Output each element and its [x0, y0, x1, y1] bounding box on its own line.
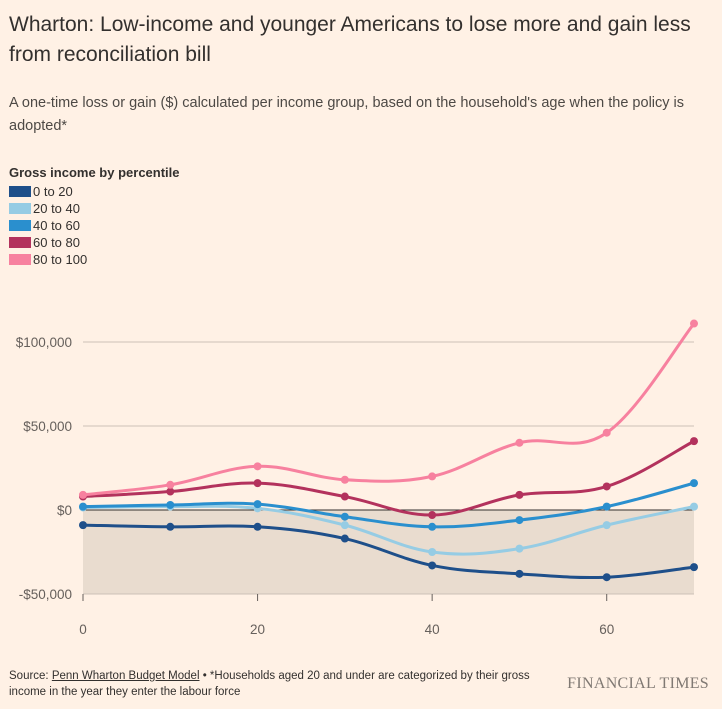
data-point [515, 544, 524, 553]
data-point [515, 438, 524, 447]
data-point [428, 511, 437, 520]
chart-title: Wharton: Low-income and younger American… [9, 13, 691, 66]
series-line [81, 481, 696, 529]
footer: Source: Penn Wharton Budget Model • *Hou… [9, 668, 549, 700]
x-tick-label: 0 [79, 622, 87, 637]
data-point [79, 490, 87, 499]
series-line [81, 504, 696, 556]
data-point [340, 475, 349, 484]
legend-swatch [9, 220, 31, 231]
legend-item: 60 to 80 [9, 234, 180, 251]
x-tick-label: 20 [250, 622, 265, 637]
x-tick-label: 40 [425, 622, 440, 637]
data-point [340, 521, 349, 530]
ft-logo: FINANCIAL TIMES [567, 675, 709, 692]
series-line [81, 523, 696, 580]
data-point [340, 534, 349, 543]
data-point [79, 521, 87, 530]
data-point [690, 563, 698, 572]
footnote: • *Households aged 20 and under are cate… [9, 670, 530, 698]
data-point [166, 480, 175, 489]
series-line [81, 322, 696, 497]
data-point [515, 569, 524, 578]
data-point [166, 487, 175, 496]
legend-label: 20 to 40 [33, 201, 80, 216]
data-point [690, 437, 698, 446]
legend-label: 40 to 60 [33, 218, 80, 233]
data-point [428, 472, 437, 481]
chart-subtitle: A one-time loss or gain ($) calculated p… [9, 95, 685, 134]
data-point [428, 522, 437, 531]
data-point [602, 521, 611, 530]
data-point [253, 479, 262, 488]
data-point [166, 500, 175, 509]
legend-items: 0 to 20 20 to 40 40 to 60 60 to 80 80 to 100 [9, 183, 180, 268]
data-point [602, 482, 611, 491]
legend-label: 0 to 20 [33, 184, 73, 199]
legend-label: 80 to 100 [33, 252, 88, 267]
legend-swatch [9, 186, 31, 197]
legend-title: Gross income by percentile [9, 165, 180, 180]
data-point [515, 490, 524, 499]
series-line [81, 439, 696, 517]
legend-swatch [9, 237, 31, 248]
data-point [602, 502, 611, 511]
legend-item: 0 to 20 [9, 183, 180, 200]
y-tick-label: -$50,000 [19, 587, 72, 602]
legend-swatch [9, 254, 31, 265]
y-tick-label: $100,000 [16, 335, 72, 350]
data-point [253, 522, 262, 531]
y-tick-label: $0 [57, 503, 72, 518]
data-point [253, 500, 262, 509]
data-point [515, 516, 524, 525]
y-tick-label: $50,000 [23, 419, 72, 434]
data-point [340, 512, 349, 521]
data-point [602, 428, 611, 437]
x-tick-label: 60 [599, 622, 614, 637]
data-point [690, 479, 698, 488]
source-prefix: Source: [9, 670, 52, 682]
legend: Gross income by percentile 0 to 20 20 to … [9, 165, 180, 268]
data-point [602, 573, 611, 582]
data-point [340, 492, 349, 501]
legend-label: 60 to 80 [33, 235, 80, 250]
data-point [428, 548, 437, 556]
data-point [253, 462, 262, 471]
legend-item: 20 to 40 [9, 200, 180, 217]
data-point [79, 502, 87, 511]
source-link[interactable]: Penn Wharton Budget Model [51, 670, 200, 682]
legend-item: 40 to 60 [9, 217, 180, 234]
data-point [166, 522, 175, 531]
legend-item: 80 to 100 [9, 251, 180, 268]
legend-swatch [9, 203, 31, 214]
data-point [428, 561, 437, 570]
data-point [690, 502, 698, 511]
data-point [690, 319, 698, 328]
